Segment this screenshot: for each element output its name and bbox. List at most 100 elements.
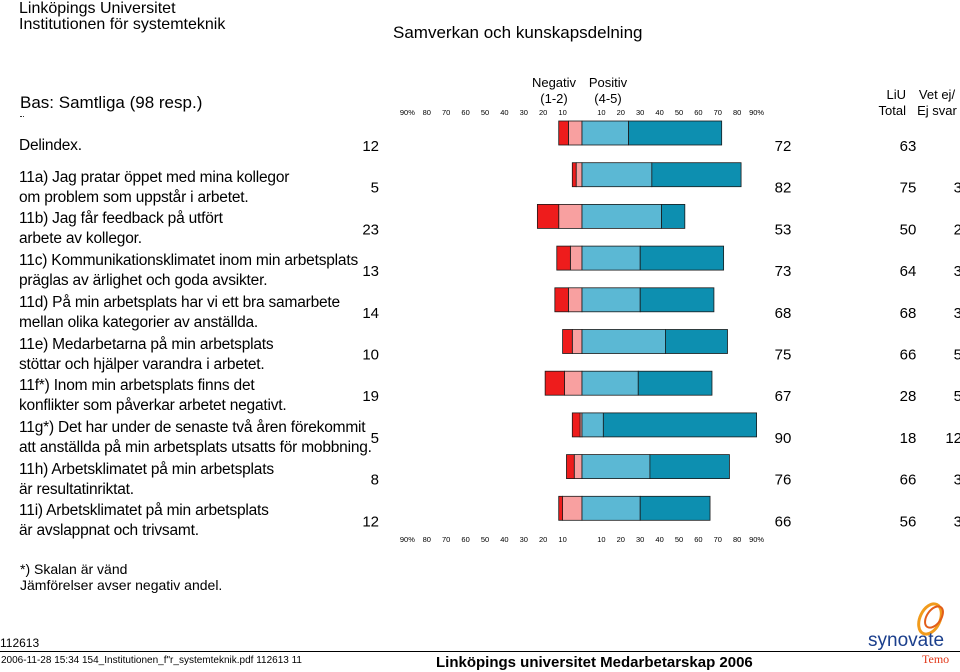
bar-positive-light bbox=[581, 162, 653, 188]
negative-total-label: 13 bbox=[362, 263, 379, 280]
question-label-line2: att anställda på min arbetsplats utsatts… bbox=[19, 438, 372, 456]
temo-wordmark: Temo bbox=[922, 652, 950, 666]
bar-positive-light bbox=[581, 203, 662, 229]
liu-total-label: 66 bbox=[900, 347, 917, 364]
negative-header: Negativ (1-2) bbox=[531, 75, 577, 106]
bar-positive-light bbox=[581, 329, 666, 354]
footer-code: 112613 bbox=[0, 636, 40, 650]
axis-tick-top-right: 70 bbox=[714, 108, 722, 117]
axis-tick-bottom-right: 90% bbox=[749, 535, 764, 544]
question-label-line1: 11a) Jag pratar öppet med mina kollegor bbox=[19, 168, 290, 186]
bar-negative-light bbox=[573, 454, 583, 480]
question-label-line2: präglas av ärlighet och goda avsikter. bbox=[19, 272, 268, 290]
question-label-line2: konflikter som påverkar arbetet negativt… bbox=[19, 397, 287, 415]
liu-total-label: 50 bbox=[900, 221, 917, 238]
bar-positive-light bbox=[581, 245, 641, 271]
bar-negative-light bbox=[571, 329, 583, 354]
bar-positive-strong bbox=[628, 120, 723, 146]
negative-total-label: 12 bbox=[362, 513, 379, 530]
bar-positive-light bbox=[581, 287, 641, 313]
axis-tick-top-left: 70 bbox=[442, 108, 450, 117]
vet-ej-header: Vet ej/ Ej svar bbox=[917, 87, 957, 118]
axis-tick-top-left: 30 bbox=[520, 108, 528, 117]
footnote-reversed-scale: *) Skalan är vänd bbox=[20, 561, 128, 577]
bar-negative-strong bbox=[536, 203, 560, 229]
negative-total-label: 23 bbox=[362, 221, 379, 238]
question-label-line1: 11g*) Det har under de senaste två åren … bbox=[19, 418, 366, 436]
bar-positive-strong bbox=[665, 329, 728, 354]
axis-tick-top-right: 90% bbox=[749, 108, 764, 117]
liu-total-label: 75 bbox=[900, 180, 917, 197]
liu-total-label: 56 bbox=[900, 513, 917, 530]
liu-total-label: 66 bbox=[900, 472, 917, 489]
positive-total-label: 53 bbox=[775, 221, 792, 238]
axis-tick-bottom-right: 60 bbox=[694, 535, 702, 544]
question-label: 11h) Arbetsklimatet på min arbetsplats är… bbox=[19, 460, 274, 500]
question-label: 11i) Arbetsklimatet på min arbetsplats är… bbox=[19, 501, 269, 541]
question-label-line2: är avslappnat och trivsamt. bbox=[19, 522, 199, 540]
question-label-line1: 11e) Medarbetarna på min arbetsplats bbox=[19, 335, 274, 353]
vet-ej-label: 3 bbox=[954, 180, 960, 197]
axis-tick-top-left: 60 bbox=[461, 108, 469, 117]
axis-tick-bottom-right: 70 bbox=[714, 535, 722, 544]
bar-negative-light bbox=[575, 162, 583, 188]
bar-negative-strong bbox=[562, 329, 573, 354]
axis-tick-bottom-right: 20 bbox=[617, 535, 625, 544]
axis-tick-bottom-right: 50 bbox=[675, 535, 683, 544]
bar-negative-strong bbox=[558, 495, 563, 521]
bar-positive-strong bbox=[639, 287, 715, 313]
footnote-comparison: Jämförelser avser negativ andel. bbox=[20, 577, 223, 593]
question-label: Delindex. bbox=[19, 136, 82, 156]
positive-total-label: 67 bbox=[775, 388, 792, 405]
bar-negative-strong bbox=[544, 370, 565, 396]
axis-tick-bottom-right: 40 bbox=[655, 535, 663, 544]
question-label: 11g*) Det har under de senaste två åren … bbox=[19, 418, 372, 458]
negative-total-label: 5 bbox=[371, 430, 379, 447]
question-label: 11f*) Inom min arbetsplats finns det konf… bbox=[19, 376, 287, 416]
bar-negative-light bbox=[564, 370, 583, 396]
positive-total-label: 66 bbox=[775, 513, 792, 530]
positive-total-label: 82 bbox=[775, 180, 792, 197]
org-name: Linköpings Universitet bbox=[19, 0, 176, 17]
question-label-line1: 11d) På min arbetsplats har vi ett bra s… bbox=[19, 293, 340, 311]
bar-positive-strong bbox=[602, 412, 758, 438]
footer-meta: 2006-11-28 15:34 154_Institutionen_f"r_s… bbox=[1, 655, 302, 666]
vet-ej-label: 3 bbox=[954, 472, 960, 489]
question-label-line1: 11h) Arbetsklimatet på min arbetsplats bbox=[19, 460, 274, 478]
bar-positive-strong bbox=[637, 370, 713, 396]
question-label: 11c) Kommunikationsklimatet inom min arb… bbox=[19, 251, 358, 291]
axis-tick-bottom-right: 30 bbox=[636, 535, 644, 544]
bar-negative-strong bbox=[566, 454, 575, 480]
footer-rule bbox=[0, 651, 960, 652]
positive-total-label: 68 bbox=[775, 305, 792, 322]
negative-total-label: 14 bbox=[362, 305, 379, 322]
positive-header: Positiv (4-5) bbox=[588, 75, 628, 106]
bar-positive-strong bbox=[661, 203, 686, 229]
vet-ej-label: 3 bbox=[954, 513, 960, 530]
vet-ej-label: 2 bbox=[954, 221, 960, 238]
question-label-line2: är resultatinriktat. bbox=[19, 480, 134, 498]
axis-tick-top-right: 10 bbox=[597, 108, 605, 117]
axis-tick-top-left: 90% bbox=[400, 108, 415, 117]
bar-negative-strong bbox=[571, 412, 581, 438]
footer-survey-name: Linköpings universitet Medarbetarskap 20… bbox=[436, 654, 753, 671]
axis-tick-top-right: 30 bbox=[636, 108, 644, 117]
axis-tick-top-right: 20 bbox=[617, 108, 625, 117]
axis-tick-bottom-right: 80 bbox=[733, 535, 741, 544]
axis-tick-bottom-left: 60 bbox=[461, 535, 469, 544]
axis-tick-bottom-left: 90% bbox=[400, 535, 415, 544]
axis-tick-bottom-left: 80 bbox=[423, 535, 431, 544]
negative-total-label: 8 bbox=[371, 472, 379, 489]
question-label-line1: Delindex. bbox=[19, 137, 82, 154]
synovate-logo: synovate Temo bbox=[866, 597, 958, 667]
axis-tick-top-left: 50 bbox=[481, 108, 489, 117]
bar-negative-light bbox=[569, 245, 583, 271]
positive-total-label: 90 bbox=[775, 430, 792, 447]
question-label: 11d) På min arbetsplats har vi ett bra s… bbox=[19, 293, 340, 333]
bar-positive-light bbox=[581, 412, 604, 438]
question-label: 11e) Medarbetarna på min arbetsplats stöt… bbox=[19, 335, 274, 375]
axis-tick-top-right: 40 bbox=[655, 108, 663, 117]
axis-tick-top-left: 80 bbox=[423, 108, 431, 117]
negative-total-label: 19 bbox=[362, 388, 379, 405]
